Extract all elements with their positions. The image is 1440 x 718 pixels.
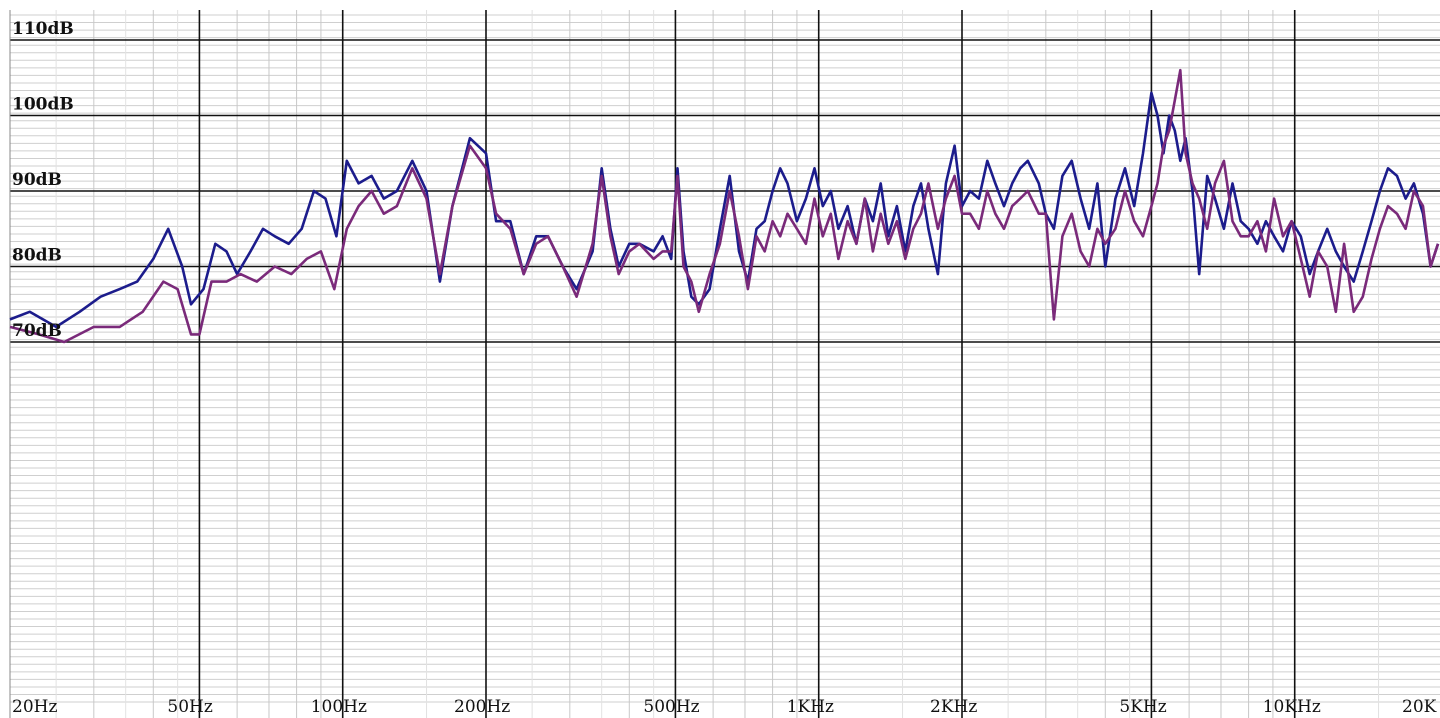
x-tick-label: 20Hz bbox=[12, 697, 57, 717]
x-tick-label: 1KHz bbox=[787, 697, 834, 717]
x-tick-label: 5KHz bbox=[1119, 697, 1166, 717]
x-tick-label: 10KHz bbox=[1263, 697, 1321, 717]
major-gridlines bbox=[9, 10, 1440, 718]
axis-labels: 110dB 100dB 90dB 80dB 70dB 20Hz 50Hz 100Hz 200Hz… bbox=[12, 19, 1437, 717]
minor-gridlines bbox=[10, 10, 1440, 718]
series-2-line bbox=[9, 68, 1440, 344]
y-tick-label: 70dB bbox=[12, 321, 62, 341]
x-tick-label: 20K bbox=[1402, 697, 1437, 717]
x-tick-label: 100Hz bbox=[311, 697, 367, 717]
x-tick-label: 2KHz bbox=[930, 697, 977, 717]
y-tick-label: 110dB bbox=[12, 19, 74, 39]
series-layer bbox=[9, 68, 1440, 344]
y-tick-label: 90dB bbox=[12, 170, 62, 190]
x-tick-label: 200Hz bbox=[454, 697, 510, 717]
y-tick-label: 100dB bbox=[12, 95, 74, 115]
x-tick-label: 500Hz bbox=[643, 697, 699, 717]
y-tick-label: 80dB bbox=[12, 246, 62, 266]
x-tick-label: 50Hz bbox=[167, 697, 212, 717]
